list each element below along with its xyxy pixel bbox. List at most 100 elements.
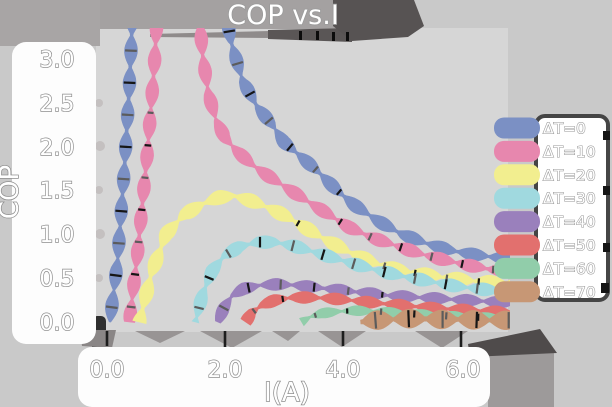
x-tick-band <box>78 347 490 407</box>
data-point-marker <box>115 209 128 213</box>
x-tick-label: 2.0 <box>208 358 243 383</box>
x-tick-labels: 0.0 2.0 4.0 6.0 <box>89 357 481 383</box>
legend-swatch <box>494 234 540 256</box>
data-point-marker <box>144 144 152 147</box>
data-point-marker <box>475 283 479 294</box>
data-point-marker <box>443 279 448 290</box>
legend-swatch <box>494 257 540 279</box>
data-point-marker <box>218 304 229 312</box>
y-tick-label: 1.0 <box>40 223 75 248</box>
data-point-marker <box>380 291 384 298</box>
data-point-marker <box>444 312 448 320</box>
y-tick-label: 2.5 <box>40 92 75 117</box>
data-point-marker <box>138 208 146 212</box>
y-tick-band <box>12 42 96 344</box>
data-point-marker <box>477 278 481 286</box>
data-point-marker <box>109 273 122 278</box>
top-left-shade-patch <box>0 0 100 46</box>
series-ribbon--t-0 <box>105 28 510 323</box>
legend-swatch <box>494 187 540 209</box>
data-point-marker <box>225 248 232 259</box>
data-point-marker <box>379 308 383 315</box>
data-point-marker <box>204 275 215 281</box>
series-ribbon--t-50 <box>240 291 510 326</box>
data-point-marker <box>335 188 343 196</box>
data-point-marker <box>320 249 326 261</box>
data-point-marker <box>313 312 318 319</box>
data-point-marker <box>351 258 357 270</box>
data-point-marker <box>337 218 344 226</box>
legend-label: ΔT=0 <box>543 120 586 138</box>
y-tick-label: 1.5 <box>40 179 75 204</box>
legend-box <box>534 114 610 302</box>
data-point-marker <box>141 176 149 180</box>
legend-label: ΔT=50 <box>543 237 596 255</box>
data-point-marker <box>382 262 387 270</box>
legend-label: ΔT=20 <box>543 166 596 184</box>
data-point-marker <box>295 220 301 227</box>
legend-swatch <box>494 281 540 303</box>
legend-swatch <box>494 117 540 139</box>
data-point-marker <box>264 116 274 125</box>
y-tick-label: 0.0 <box>40 311 75 336</box>
data-point-marker <box>130 272 140 276</box>
data-point-marker <box>286 142 294 152</box>
data-point-marker <box>223 29 236 34</box>
legend-label: ΔT=40 <box>543 213 596 231</box>
data-point-marker <box>407 310 411 328</box>
chart-title: COP vs.I <box>227 0 339 31</box>
data-point-marker <box>147 111 154 115</box>
data-point-marker <box>491 265 495 274</box>
data-point-marker <box>312 165 319 174</box>
data-point-marker <box>246 282 251 293</box>
legend-label: ΔT=60 <box>543 260 596 278</box>
y-axis-title: COP <box>0 165 25 219</box>
data-point-marker <box>126 305 136 309</box>
top-spine-blob <box>333 0 424 41</box>
x-tick-label: 0.0 <box>90 358 125 383</box>
data-point-marker <box>134 240 143 244</box>
y-tick-label: 3.0 <box>40 48 75 73</box>
data-point-marker <box>231 60 244 67</box>
legend-swatch <box>494 211 540 233</box>
data-point-marker <box>105 305 118 310</box>
series-ribbon--t-10 <box>123 28 510 323</box>
legend-label: ΔT=70 <box>543 283 596 301</box>
data-point-marker <box>279 279 282 290</box>
data-point-marker <box>346 287 350 295</box>
bottom-right-shade-patch <box>488 352 554 407</box>
data-point-marker <box>244 90 256 98</box>
data-point-marker <box>125 49 137 52</box>
data-point-marker <box>281 295 285 303</box>
x-tick-label: 6.0 <box>446 358 481 383</box>
bottom-right-spine-wedge <box>468 329 557 357</box>
y-tick-labels: 3.0 2.5 2.0 1.5 1.0 0.5 0.0 <box>39 47 75 336</box>
data-point-marker <box>312 282 316 292</box>
data-point-marker <box>251 307 257 314</box>
data-point-marker <box>412 273 417 284</box>
data-point-marker <box>119 145 132 149</box>
data-point-marker <box>460 259 465 269</box>
data-point-marker <box>113 241 125 245</box>
legend-label: ΔT=30 <box>543 190 596 208</box>
data-point-marker <box>475 311 479 329</box>
x-tick-label: 4.0 <box>326 358 361 383</box>
data-point-marker <box>117 177 130 181</box>
legend-swatch <box>494 164 540 186</box>
series-ribbon--t-20 <box>132 189 510 324</box>
data-point-marker <box>429 252 434 261</box>
data-point-marker <box>290 240 296 252</box>
data-point-marker <box>367 232 373 241</box>
legend-label: ΔT=10 <box>543 143 596 161</box>
y-tick-label: 2.0 <box>40 136 75 161</box>
data-point-marker <box>123 81 136 85</box>
legend-swatch <box>494 140 540 162</box>
legend: ΔT=0 ΔT=10 ΔT=20 ΔT=30 ΔT=40 ΔT=50 ΔT=60 ΔT=70 <box>494 114 610 303</box>
data-point-marker <box>194 305 204 311</box>
data-point-marker <box>381 266 387 278</box>
data-point-marker <box>373 311 378 329</box>
x-axis-title: I(A) <box>264 378 310 407</box>
marker-layer <box>105 29 510 329</box>
y-tick-label: 0.5 <box>40 267 75 292</box>
